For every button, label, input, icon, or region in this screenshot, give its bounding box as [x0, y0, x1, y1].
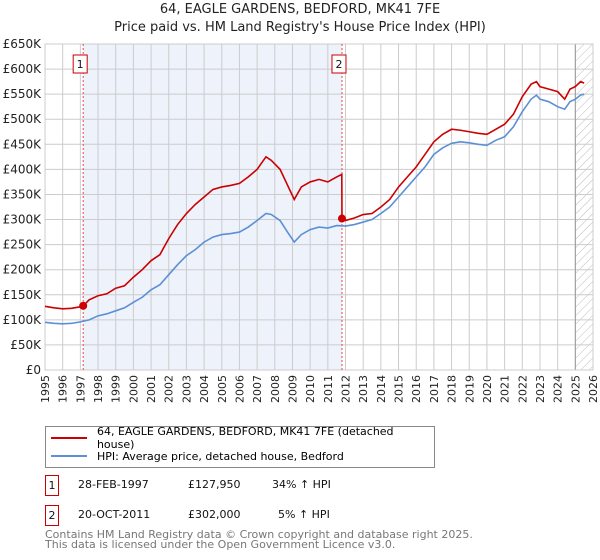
legend-item-hpi: HPI: Average price, detached house, Bedf… [51, 448, 344, 464]
sale-marker: 2 [45, 505, 59, 526]
x-tick-label: 2003 [180, 375, 193, 403]
sale-label: 1 [77, 58, 84, 71]
x-tick-label: 2026 [587, 375, 600, 403]
legend-label: 64, EAGLE GARDENS, BEDFORD, MK41 7FE (de… [96, 425, 394, 451]
y-tick-label: £400K [3, 162, 43, 176]
legend: 64, EAGLE GARDENS, BEDFORD, MK41 7FE (de… [45, 425, 435, 468]
x-tick-label: 2006 [233, 375, 246, 403]
x-tick-label: 2012 [340, 375, 353, 403]
x-tick-label: 1996 [57, 375, 70, 403]
x-tick-label: 2022 [516, 375, 529, 403]
sale-label-box [72, 54, 88, 74]
x-tick-label: 1999 [110, 375, 123, 403]
sale-date: 20-OCT-2011 [78, 508, 151, 521]
legend-line-blue [51, 455, 87, 457]
y-tick-label: £350K [3, 187, 43, 201]
x-tick-label: 2014 [375, 375, 388, 403]
x-tick-label: 2020 [481, 375, 494, 403]
sale-row-1: 1 28-FEB-1997 £127,950 34% ↑ HPI [45, 475, 545, 496]
y-tick-label: £0 [26, 363, 41, 377]
hatched-forecast-region [575, 44, 593, 370]
price-paid-line [44, 80, 585, 310]
x-tick-label: 2008 [269, 375, 282, 403]
footer-line: Contains HM Land Registry data © Crown c… [45, 528, 473, 541]
x-tick-label: 2013 [357, 375, 370, 403]
sale-date: 28-FEB-1997 [78, 478, 149, 491]
sale-label: 2 [335, 58, 342, 71]
x-tick-label: 2011 [322, 375, 335, 403]
x-tick-label: 2009 [286, 375, 299, 403]
x-tick-label: 2025 [569, 375, 582, 403]
x-tick-label: 2015 [393, 375, 406, 403]
sale-marker: 1 [45, 475, 59, 496]
price-chart: 1995 1996 1997 1998 1999 2000 2001 2002 2003 2004… [3, 37, 600, 403]
footer-line: This data is licensed under the Open Gov… [45, 538, 396, 551]
x-tick-label: 2001 [145, 375, 158, 403]
x-tick-label: 1998 [92, 375, 105, 403]
y-tick-label: £300K [3, 213, 43, 227]
sale-row-2: 2 20-OCT-2011 £302,000 5% ↑ HPI [45, 505, 545, 526]
x-tick-label: 2023 [534, 375, 547, 403]
sale-hpi: 34% ↑ HPI [272, 478, 331, 491]
x-tick-label: 2021 [499, 375, 512, 403]
legend-label: HPI: Average price, detached house, Bedf… [97, 449, 344, 463]
y-tick-label: £200K [3, 263, 43, 277]
y-tick-label: £600K [3, 62, 43, 76]
shaded-ownership-region [83, 44, 342, 370]
sale-point [79, 301, 88, 310]
sale-price: £127,950 [188, 478, 241, 491]
chart-title: 64, EAGLE GARDENS, BEDFORD, MK41 7FE [159, 2, 441, 17]
plot-border [44, 43, 594, 371]
y-tick-label: £650K [3, 37, 43, 51]
x-tick-label: 2002 [163, 375, 176, 403]
x-tick-label: 2005 [216, 375, 229, 403]
y-tick-label: £550K [3, 87, 43, 101]
hpi-line [44, 93, 585, 325]
x-tick-label: 2007 [251, 375, 264, 403]
x-tick-label: 2004 [198, 375, 211, 403]
x-tick-label: 2016 [410, 375, 423, 403]
y-tick-label: £500K [3, 112, 43, 126]
footer: Contains HM Land Registry data © Crown c… [45, 528, 473, 551]
x-tick-label: 2018 [446, 375, 459, 403]
y-tick-label: £100K [3, 313, 43, 327]
sale-label-box [331, 54, 347, 74]
x-tick-label: 2017 [428, 375, 441, 403]
sale-point [337, 214, 346, 223]
y-tick-label: £150K [3, 288, 43, 302]
x-tick-label: 2000 [127, 375, 140, 403]
chart-subtitle: Price paid vs. HM Land Registry's House … [114, 20, 486, 35]
x-tick-label: 2010 [304, 375, 317, 403]
sale-hpi: 5% ↑ HPI [278, 508, 330, 521]
y-tick-label: £50K [10, 338, 42, 352]
x-tick-label: 2024 [552, 375, 565, 403]
legend-line-red [51, 437, 87, 439]
x-tick-label: 2019 [463, 375, 476, 403]
sale-price: £302,000 [188, 508, 241, 521]
legend-item-property: 64, EAGLE GARDENS, BEDFORD, MK41 7FE (de… [51, 425, 434, 451]
x-tick-label: 1995 [39, 375, 52, 403]
y-tick-label: £450K [3, 137, 43, 151]
x-tick-label: 1997 [74, 375, 87, 403]
y-tick-label: £250K [3, 238, 43, 252]
